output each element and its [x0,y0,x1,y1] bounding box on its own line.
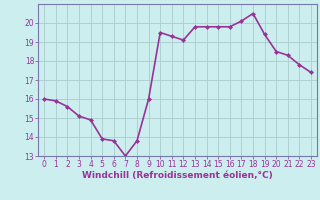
X-axis label: Windchill (Refroidissement éolien,°C): Windchill (Refroidissement éolien,°C) [82,171,273,180]
